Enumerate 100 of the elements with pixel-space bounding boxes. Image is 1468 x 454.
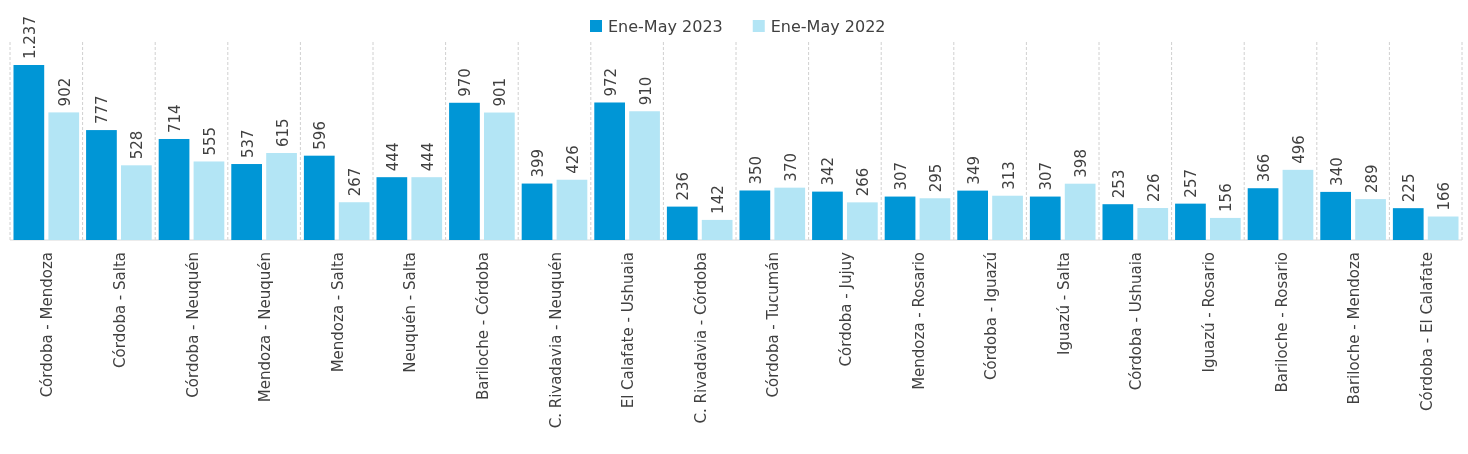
- data-label: 307: [892, 161, 911, 191]
- bar: [701, 219, 733, 240]
- x-tick-label: Bariloche - Córdoba: [473, 252, 492, 401]
- bar: [449, 102, 480, 240]
- x-tick-label: El Calafate - Ushuaia: [619, 252, 638, 409]
- bar: [231, 164, 263, 240]
- x-tick-label: Córdoba - El Calafate: [1417, 252, 1436, 411]
- data-label: 267: [346, 167, 365, 197]
- data-label: 444: [383, 142, 402, 172]
- x-tick-label: Córdoba - Mendoza: [38, 252, 57, 398]
- data-label: 266: [854, 167, 873, 197]
- bar: [13, 65, 45, 240]
- bar: [521, 183, 553, 240]
- x-tick-label: Córdoba - Ushuaia: [1127, 252, 1146, 391]
- data-label: 225: [1400, 173, 1419, 203]
- data-label: 496: [1289, 135, 1308, 164]
- x-tick-label: Córdoba - Neuquén: [183, 252, 202, 398]
- bar: [594, 102, 626, 240]
- bar: [1175, 203, 1206, 240]
- bar: [666, 206, 698, 240]
- data-label: 444: [418, 142, 437, 172]
- bar: [1102, 204, 1134, 240]
- bar: [1355, 199, 1386, 240]
- x-tick-label: Córdoba - Tucumán: [764, 252, 783, 398]
- bar: [1029, 196, 1061, 240]
- bar: [1209, 217, 1241, 240]
- data-label: 142: [709, 185, 728, 214]
- data-label: 253: [1109, 169, 1128, 199]
- bar: [1282, 169, 1314, 240]
- data-label: 399: [529, 148, 548, 178]
- data-label: 537: [238, 129, 257, 159]
- data-label: 972: [601, 67, 620, 97]
- x-tick-label: Iguazú - Rosario: [1199, 252, 1218, 373]
- bar: [919, 198, 951, 240]
- bar: [992, 195, 1023, 240]
- data-label: 289: [1362, 164, 1381, 194]
- data-label: 340: [1327, 157, 1346, 186]
- data-label: 970: [456, 68, 475, 97]
- data-label: 615: [273, 118, 292, 147]
- bar: [884, 196, 916, 240]
- bar: [1320, 191, 1352, 240]
- data-label: 426: [563, 145, 582, 174]
- data-label: 295: [926, 163, 945, 193]
- bar: [483, 112, 515, 240]
- bar: [411, 177, 443, 240]
- data-label: 901: [491, 77, 510, 107]
- legend-label: Ene-May 2022: [770, 17, 886, 36]
- x-tick-label: Mendoza - Rosario: [909, 252, 928, 390]
- bar: [556, 179, 588, 240]
- x-tick-label: Córdoba - Iguazú: [982, 252, 1001, 380]
- bar: [957, 190, 989, 240]
- bar: [1064, 183, 1096, 240]
- x-tick-label: C. Rivadavia - Córdoba: [691, 252, 710, 424]
- legend-label: Ene-May 2023: [608, 17, 723, 36]
- data-label: 307: [1037, 161, 1056, 191]
- bar: [338, 202, 370, 240]
- bar: [629, 111, 660, 240]
- x-tick-label: Neuquén - Salta: [401, 252, 420, 373]
- data-label: 350: [746, 155, 765, 185]
- data-label: 528: [128, 130, 147, 160]
- x-tick-label: Córdoba - Salta: [110, 252, 129, 368]
- bar: [1427, 216, 1459, 240]
- x-tick-label: Bariloche - Rosario: [1272, 252, 1291, 393]
- data-label: 349: [964, 155, 983, 185]
- x-tick-label: Iguazú - Salta: [1054, 252, 1073, 355]
- bar: [376, 177, 408, 240]
- data-label: 226: [1144, 173, 1163, 203]
- bar: [120, 165, 152, 240]
- data-label: 596: [311, 121, 330, 150]
- x-tick-label: Bariloche - Mendoza: [1345, 252, 1364, 405]
- data-label: 313: [999, 161, 1018, 190]
- bar: [158, 138, 190, 240]
- data-label: 166: [1435, 181, 1454, 211]
- bar: [266, 153, 297, 240]
- bar: [1137, 208, 1169, 240]
- x-tick-label: Córdoba - Jujuy: [836, 251, 855, 367]
- x-tick-label: Mendoza - Neuquén: [256, 252, 275, 403]
- bar: [1392, 208, 1424, 240]
- data-label: 902: [55, 77, 74, 107]
- data-label: 342: [819, 156, 838, 186]
- data-label: 257: [1182, 169, 1201, 198]
- data-label: 236: [674, 171, 693, 201]
- data-label: 555: [200, 126, 219, 156]
- data-label: 156: [1217, 183, 1236, 212]
- data-label: 1.237: [20, 16, 39, 59]
- bar: [846, 202, 878, 240]
- x-tick-label: Mendoza - Salta: [328, 252, 347, 373]
- bar: [739, 190, 771, 240]
- data-label: 366: [1255, 153, 1274, 183]
- data-label: 370: [781, 153, 800, 182]
- bar: [48, 112, 80, 240]
- x-tick-label: C. Rivadavia - Neuquén: [546, 252, 565, 429]
- bar: [303, 155, 335, 240]
- bar: [1247, 188, 1279, 240]
- data-label: 910: [636, 76, 655, 106]
- bar: [774, 187, 806, 240]
- data-label: 398: [1072, 149, 1091, 178]
- bar: [193, 161, 225, 240]
- bar: [86, 130, 117, 240]
- data-label: 714: [166, 104, 185, 133]
